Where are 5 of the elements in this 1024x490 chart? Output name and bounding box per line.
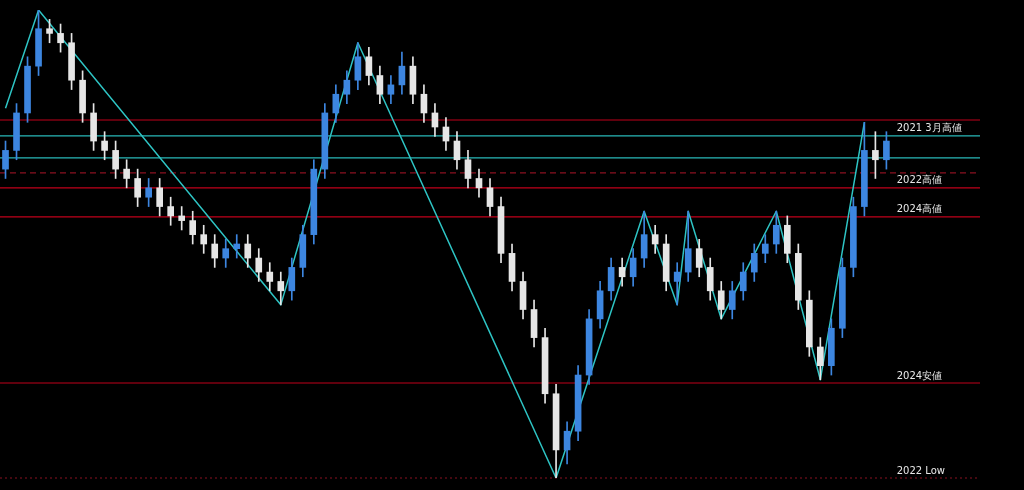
- ref-line-label: 2021 3月高値: [896, 122, 962, 134]
- ref-line-label: 2022高値: [896, 174, 943, 186]
- ref-line-label: 2024安値: [896, 369, 943, 381]
- ref-line-label: 2024高値: [896, 203, 943, 215]
- ref-line-label: 2022 Low: [896, 464, 946, 476]
